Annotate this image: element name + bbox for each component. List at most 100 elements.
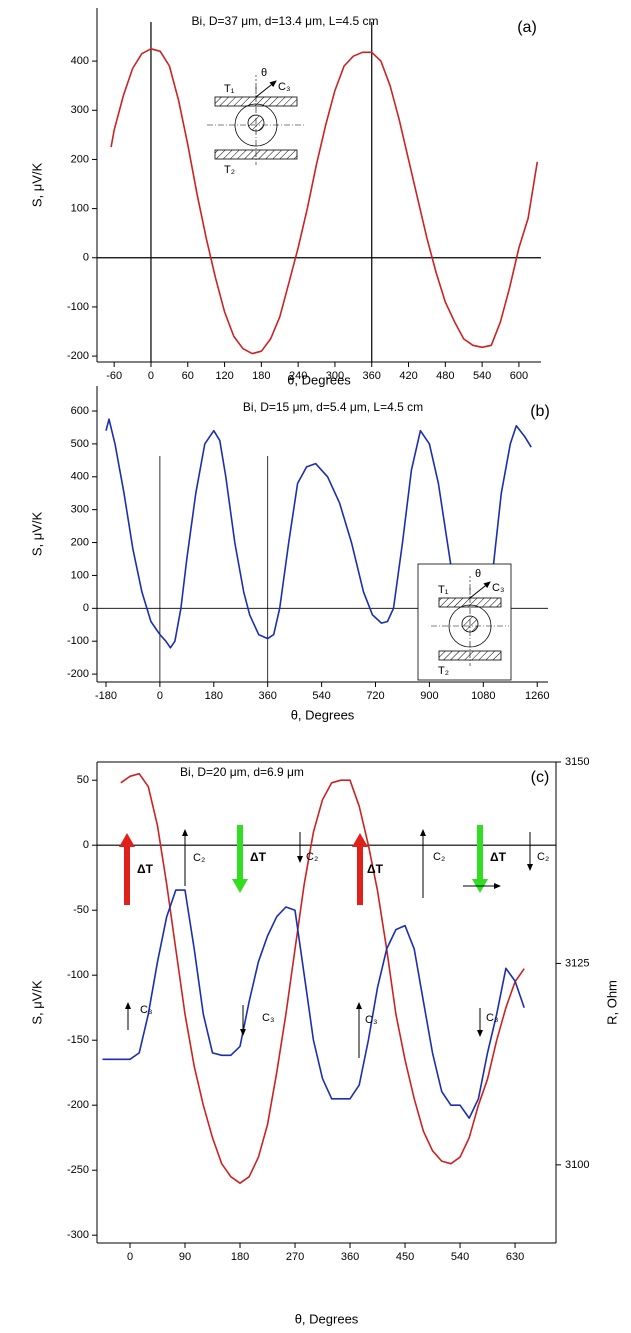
x-tick-label: 630 [506, 1251, 524, 1263]
y-tick-label: -100 [67, 969, 89, 981]
chart-title: Bi, D=37 μm, d=13.4 μm, L=4.5 cm [192, 14, 379, 28]
data-line [120, 772, 525, 1184]
x-tick-label: 360 [341, 1251, 359, 1263]
x-tick-label: 120 [215, 370, 233, 382]
contact-label: C₂ [537, 851, 549, 863]
data-line [102, 889, 525, 1119]
sample-core [247, 114, 265, 132]
y-tick-label: -50 [73, 904, 89, 916]
delta-t-label: ΔT [250, 850, 267, 864]
y2-tick-label: 3100 [565, 1159, 589, 1171]
x-tick-label: 180 [231, 1251, 249, 1263]
data-line [110, 48, 539, 355]
chart-title: Bi, D=20 μm, d=6.9 μm [180, 765, 304, 779]
y-tick-label: 200 [71, 153, 89, 165]
sample [234, 103, 278, 147]
y-tick-label: 300 [71, 504, 89, 516]
y-tick-label: -150 [67, 1034, 89, 1046]
y-tick-label: 0 [83, 252, 89, 264]
y-axis-label: S, μV/K [29, 512, 44, 557]
heater-top [214, 96, 298, 107]
x-tick-label: 1080 [471, 690, 495, 702]
inset-label: θ [475, 568, 481, 580]
y-tick-label: -300 [67, 1229, 89, 1241]
x-tick-label: 240 [289, 370, 307, 382]
heat-arrow-head [119, 833, 135, 847]
delta-t-label: ΔT [367, 862, 384, 876]
x-tick-label: 180 [252, 370, 270, 382]
y-tick-label: 300 [71, 104, 89, 116]
x-tick-label: 60 [182, 370, 194, 382]
x-tick-label: 420 [399, 370, 417, 382]
x-tick-label: 540 [312, 690, 330, 702]
inset-label: T₂ [224, 164, 235, 176]
y-axis-label: S, μV/K [29, 980, 44, 1025]
x-tick-label: 540 [473, 370, 491, 382]
x-tick-label: 600 [510, 370, 528, 382]
contact-label: C₂ [433, 851, 445, 863]
panel-label: (a) [517, 19, 537, 36]
contact-label: C₃ [262, 1012, 274, 1024]
contact-label: C₂ [306, 851, 318, 863]
y-tick-label: -200 [67, 668, 89, 680]
x-tick-label: -180 [95, 690, 117, 702]
heater-bottom [438, 650, 502, 661]
panel-label: (b) [530, 403, 550, 420]
sample-core [461, 615, 479, 633]
x-tick-label: 0 [148, 370, 154, 382]
y-tick-label: -100 [67, 301, 89, 313]
delta-t-label: ΔT [490, 850, 507, 864]
y-tick-label: -250 [67, 1164, 89, 1176]
x-tick-label: 360 [259, 690, 277, 702]
c3-arrow [255, 80, 277, 98]
x-axis-label: θ, Degrees [295, 1311, 359, 1326]
panel-label: (c) [531, 769, 550, 786]
y-tick-label: 400 [71, 471, 89, 483]
contact-label: C₃ [486, 1012, 498, 1024]
x-tick-label: 270 [286, 1251, 304, 1263]
y2-axis-label: R, Ohm [604, 980, 619, 1025]
inset-label: T₁ [224, 83, 235, 95]
y-tick-label: 50 [77, 774, 89, 786]
y-tick-label: -200 [67, 1099, 89, 1111]
y-tick-label: 0 [83, 839, 89, 851]
x-tick-label: 0 [127, 1251, 133, 1263]
inset-label: T₁ [438, 584, 449, 596]
contact-label: C₂ [193, 852, 205, 864]
y-tick-label: 100 [71, 569, 89, 581]
x-tick-label: 480 [436, 370, 454, 382]
heat-arrow-head [232, 879, 248, 893]
contact-label: C₃ [365, 1014, 377, 1026]
x-tick-label: 300 [326, 370, 344, 382]
x-tick-label: 540 [451, 1251, 469, 1263]
x-tick-label: 720 [366, 690, 384, 702]
c3-arrow [469, 581, 491, 599]
inset-label: C₃ [492, 582, 504, 594]
x-tick-label: 360 [363, 370, 381, 382]
y-tick-label: -200 [67, 350, 89, 362]
x-tick-label: 90 [179, 1251, 191, 1263]
x-tick-label: -60 [106, 370, 122, 382]
inset-label: θ [261, 67, 267, 79]
y2-tick-label: 3150 [565, 756, 589, 768]
y2-tick-label: 3125 [565, 957, 589, 969]
heat-arrow-head [352, 833, 368, 847]
y-axis-label: S, μV/K [29, 163, 44, 208]
x-tick-label: 900 [420, 690, 438, 702]
chart-title: Bi, D=15 μm, d=5.4 μm, L=4.5 cm [243, 400, 423, 414]
y-tick-label: -100 [67, 635, 89, 647]
heater-top [438, 597, 502, 608]
y-tick-label: 0 [83, 602, 89, 614]
inset-label: C₃ [278, 81, 290, 93]
inset-label: T₂ [438, 665, 449, 677]
x-axis-label: θ, Degrees [287, 372, 351, 387]
x-tick-label: 180 [205, 690, 223, 702]
sample [448, 604, 492, 648]
x-tick-label: 450 [396, 1251, 414, 1263]
heater-bottom [214, 149, 298, 160]
x-tick-label: 1260 [525, 690, 549, 702]
y-tick-label: 500 [71, 438, 89, 450]
y-tick-label: 600 [71, 405, 89, 417]
